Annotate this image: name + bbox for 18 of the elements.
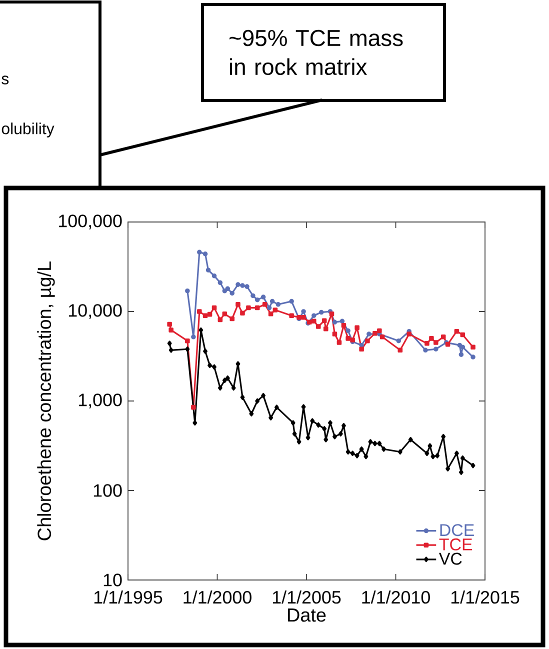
- text: s: [2, 76, 9, 84]
- legend-label: VC: [438, 552, 462, 565]
- x-tick-label: 1/1/2005: [272, 590, 341, 604]
- x-axis-title: Date: [288, 608, 326, 622]
- x-tick-label: 1/1/2010: [362, 590, 430, 604]
- y-tick-label: 10: [104, 574, 122, 586]
- text: ~95% TCE mass in rock matrix: [230, 30, 403, 76]
- x-tick-label: 1/1/2000: [184, 590, 252, 604]
- y-tick-label: 10,000: [68, 304, 122, 319]
- y-tick-label: 100,000: [59, 214, 122, 230]
- text: olubility: [2, 122, 54, 138]
- y-tick-label: 100: [94, 484, 122, 497]
- x-tick-label: 1/1/1995: [94, 590, 162, 604]
- legend-label: TCE: [439, 538, 472, 550]
- y-tick-label: 1,000: [78, 394, 122, 408]
- y-axis-title: Chloroethene concentration, µg/L: [37, 262, 55, 540]
- legend-label: DCE: [440, 524, 474, 536]
- x-tick-label: 1/1/2015: [451, 590, 520, 604]
